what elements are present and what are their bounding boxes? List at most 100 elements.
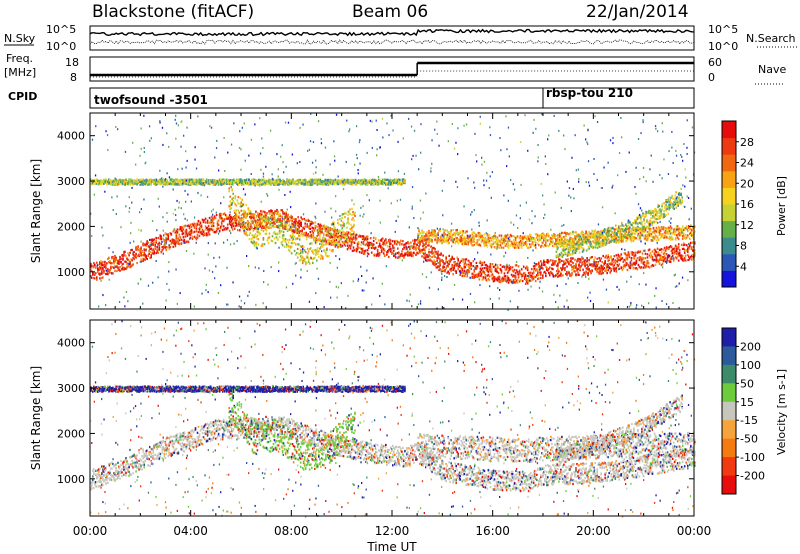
echo-cell <box>251 219 253 221</box>
echo-cell <box>229 196 231 198</box>
echo-cell <box>282 244 284 246</box>
echo-cell <box>286 225 288 227</box>
echo-cell <box>183 232 185 234</box>
echo-cell <box>559 261 561 263</box>
echo-cell <box>320 239 322 241</box>
echo-cell <box>154 245 156 247</box>
echo-cell <box>247 229 249 231</box>
echo-cell <box>176 235 178 237</box>
echo-cell <box>638 264 640 266</box>
echo-cell <box>401 243 403 245</box>
echo-cell <box>281 222 283 224</box>
echo-cell <box>452 229 454 231</box>
echo-cell <box>264 211 266 213</box>
echo-cell <box>324 249 326 251</box>
echo-cell <box>328 255 330 257</box>
echo-cell <box>557 265 559 267</box>
echo-cell <box>442 260 444 262</box>
echo-cell <box>203 221 205 223</box>
echo-cell <box>307 252 309 254</box>
echo-cell <box>679 249 681 251</box>
echo-cell <box>527 267 529 269</box>
echo-cell <box>410 242 412 244</box>
echo-cell <box>277 232 279 234</box>
echo-cell <box>258 238 260 240</box>
echo-cell <box>371 252 373 254</box>
echo-cell <box>415 254 417 256</box>
echo-cell <box>620 256 622 258</box>
echo-cell <box>278 225 280 227</box>
echo-cell <box>660 256 662 258</box>
echo-cell <box>237 229 239 231</box>
echo-cell <box>312 235 314 237</box>
echo-cell <box>169 248 171 250</box>
echo-cell <box>444 262 446 264</box>
echo-cell <box>304 225 306 227</box>
echo-cell <box>347 245 349 247</box>
echo-cell <box>386 254 388 256</box>
echo-cell <box>335 231 337 233</box>
echo-cell <box>185 236 187 238</box>
echo-cell <box>177 228 179 230</box>
echo-cell <box>644 261 646 263</box>
echo-cell <box>261 213 263 215</box>
echo-cell <box>183 228 185 230</box>
echo-cell <box>689 248 691 250</box>
echo-cell <box>246 204 248 206</box>
echo-cell <box>183 236 185 238</box>
echo-cell <box>313 222 315 224</box>
echo-cell <box>413 252 415 254</box>
echo-cell <box>194 179 196 181</box>
echo-cell <box>546 267 548 269</box>
echo-cell <box>318 239 320 241</box>
echo-cell <box>281 225 283 227</box>
echo-cell <box>462 234 464 236</box>
echo-cell <box>506 268 508 270</box>
echo-cell <box>348 236 350 238</box>
echo-cell <box>306 238 308 240</box>
echo-cell <box>229 214 231 216</box>
echo-cell <box>285 213 287 215</box>
echo-cell <box>637 268 639 270</box>
echo-cell <box>258 226 260 228</box>
nave-tick-high: 60 <box>708 56 722 69</box>
echo-cell <box>180 236 182 238</box>
echo-cell <box>316 236 318 238</box>
echo-cell <box>298 243 300 245</box>
echo-cell <box>175 245 177 247</box>
echo-cell <box>512 266 514 268</box>
echo-cell <box>647 256 649 258</box>
echo-cell <box>489 275 491 277</box>
echo-cell <box>453 267 455 269</box>
echo-cell <box>103 270 105 272</box>
echo-cell <box>540 260 542 262</box>
echo-cell <box>332 234 334 236</box>
echo-cell <box>365 250 367 252</box>
echo-cell <box>636 260 638 262</box>
echo-cell <box>314 257 316 259</box>
echo-cell <box>102 276 104 278</box>
echo-cell <box>414 239 416 241</box>
echo-cell <box>347 240 349 242</box>
echo-cell <box>497 264 499 266</box>
echo-cell <box>584 265 586 267</box>
echo-cell <box>266 219 268 221</box>
echo-cell <box>159 242 161 244</box>
echo-cell <box>105 267 107 269</box>
echo-cell <box>283 180 285 182</box>
echo-cell <box>289 219 291 221</box>
echo-cell <box>301 218 303 220</box>
echo-cell <box>253 217 255 219</box>
echo-cell <box>474 244 476 246</box>
echo-cell <box>421 255 423 257</box>
echo-cell <box>184 239 186 241</box>
echo-cell <box>299 179 301 181</box>
freq-label: Freq. <box>6 52 33 65</box>
echo-cell <box>254 213 256 215</box>
echo-cell <box>560 273 562 275</box>
echo-cell <box>482 267 484 269</box>
echo-cell <box>684 244 686 246</box>
echo-cell <box>447 271 449 273</box>
echo-cell <box>361 241 363 243</box>
echo-cell <box>431 229 433 231</box>
